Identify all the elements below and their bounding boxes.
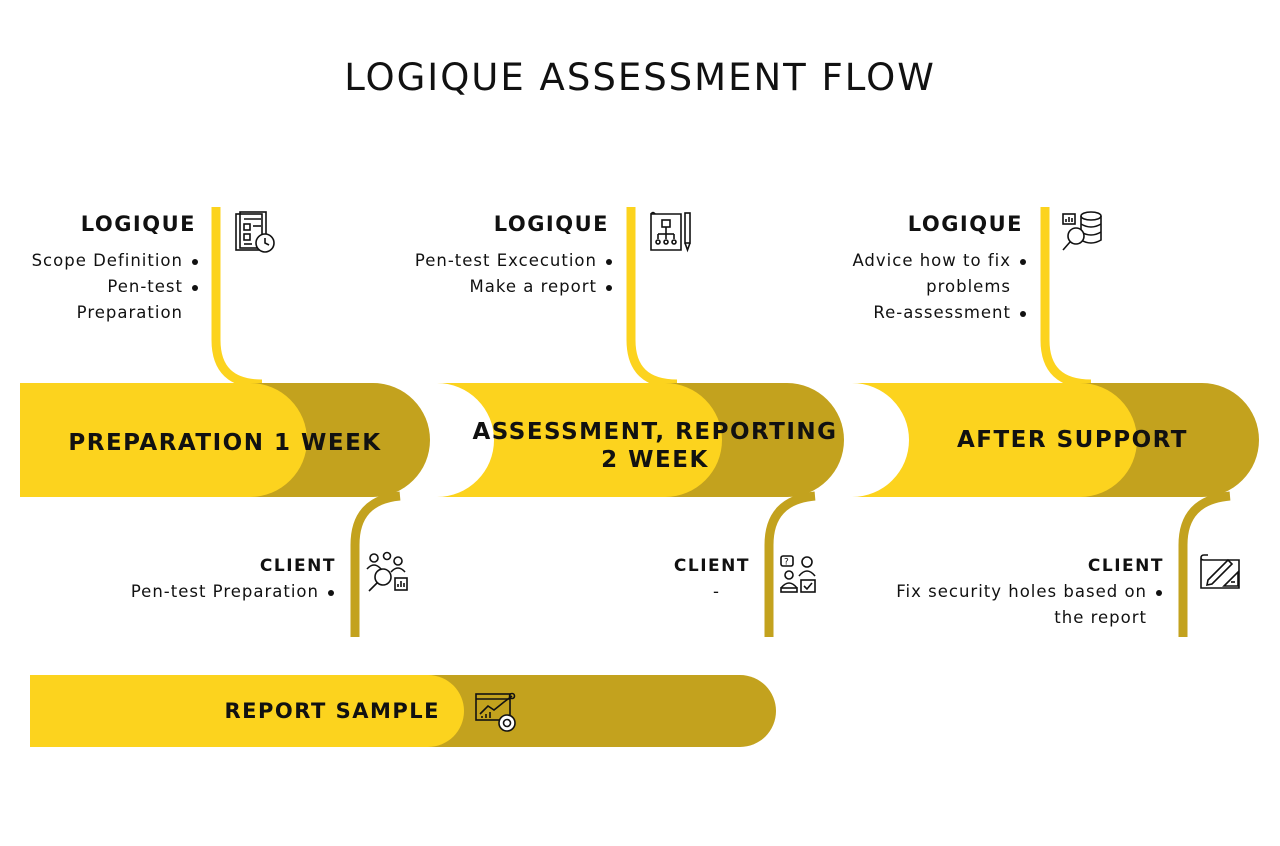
database-search-icon <box>1062 211 1102 251</box>
report-sample-label: REPORT SAMPLE <box>224 699 440 723</box>
list-item: Re-assessment <box>852 300 1026 326</box>
stage-label-assessment: ASSESSMENT, REPORTING 2 WEEK <box>470 418 840 474</box>
svg-text:?: ? <box>784 558 789 568</box>
report-chart-icon <box>475 692 516 732</box>
client-heading-2: CLIENT <box>673 556 750 576</box>
list-item: Pen-test Preparation <box>131 579 334 605</box>
flowchart-board-icon <box>650 211 691 253</box>
logique-heading-1: LOGIQUE <box>80 212 196 236</box>
document-clock-icon <box>235 211 275 253</box>
client-heading-3: CLIENT <box>1087 556 1164 576</box>
connector-bottom-2 <box>764 491 816 637</box>
list-item: Pen-test <box>32 274 198 300</box>
client-items-3: Fix security holes based on the report <box>896 579 1162 631</box>
logique-items-2: Pen-test Excecution Make a report <box>415 248 612 300</box>
list-item: Preparation <box>76 303 183 322</box>
stage-label-assessment-line1: ASSESSMENT, REPORTING <box>472 419 838 445</box>
stage-label-assessment-line2: 2 WEEK <box>601 447 709 473</box>
stage-band-3 <box>852 383 1259 497</box>
list-item: Advice how to fix <box>852 248 1026 274</box>
logique-heading-3: LOGIQUE <box>907 212 1023 236</box>
connector-bottom-3 <box>1178 491 1231 637</box>
question-people-icon: ? <box>780 555 816 593</box>
stage-label-preparation: PREPARATION 1 WEEK <box>68 430 382 456</box>
logique-items-1: Scope Definition Pen-test Preparation <box>32 248 198 326</box>
logique-heading-2: LOGIQUE <box>493 212 609 236</box>
stage-label-after-support: AFTER SUPPORT <box>956 427 1188 453</box>
stage-band-2 <box>437 383 844 497</box>
connector-bottom-1 <box>350 491 401 637</box>
stage-band-1 <box>20 383 430 497</box>
list-item: the report <box>1054 608 1147 627</box>
logique-items-3: Advice how to fix problems Re-assessment <box>852 248 1026 326</box>
client-items-1: Pen-test Preparation <box>131 579 334 605</box>
diagram-title: LOGIQUE ASSESSMENT FLOW <box>344 56 936 99</box>
list-item: - <box>713 582 720 601</box>
list-item: Make a report <box>415 274 612 300</box>
list-item: problems <box>926 277 1011 296</box>
list-item: Pen-test Excecution <box>415 248 612 274</box>
blueprint-pencil-icon <box>1200 554 1240 589</box>
list-item: Scope Definition <box>32 248 198 274</box>
client-items-2: - <box>713 579 720 605</box>
client-heading-1: CLIENT <box>259 556 336 576</box>
list-item: Fix security holes based on <box>896 579 1162 605</box>
team-search-icon <box>366 551 408 592</box>
